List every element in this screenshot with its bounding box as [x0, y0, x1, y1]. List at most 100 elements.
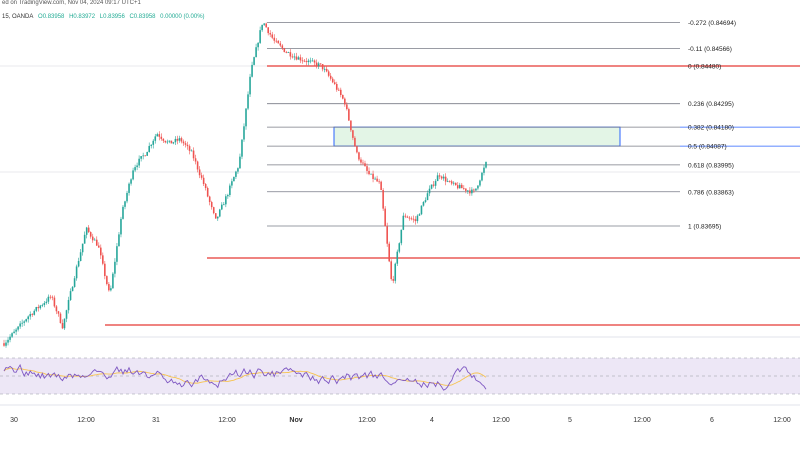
candle-body — [469, 190, 471, 194]
x-tick-label: 6 — [710, 417, 714, 424]
candle-body — [245, 108, 247, 127]
candle-body — [259, 30, 261, 43]
candle-body — [299, 57, 302, 61]
candle-body — [426, 193, 429, 201]
candle-body — [315, 62, 318, 67]
candle-body — [481, 172, 483, 181]
candle-body — [249, 76, 251, 95]
candle-body — [396, 251, 399, 264]
candle-body — [325, 68, 328, 72]
candle-body — [53, 297, 56, 307]
candle-body — [124, 201, 126, 207]
candle-body — [132, 170, 134, 180]
candle-body — [410, 218, 413, 220]
candle-body — [23, 321, 25, 323]
candle-body — [152, 140, 155, 145]
candle-body — [142, 155, 144, 157]
candle-body — [454, 182, 457, 186]
candle-body — [162, 138, 165, 141]
candle-body — [218, 209, 221, 217]
candle-body — [21, 322, 23, 324]
candle-body — [342, 95, 344, 99]
candle-body — [402, 215, 405, 230]
candle-body — [134, 167, 136, 171]
candle-body — [208, 196, 211, 203]
candle-body — [144, 155, 146, 157]
candle-body — [458, 184, 461, 189]
support-resistance-lines[interactable] — [0, 65, 800, 326]
candle-body — [241, 139, 243, 157]
x-tick-label: 12:00 — [492, 417, 510, 424]
candle-body — [408, 217, 411, 219]
candle-body — [200, 175, 203, 178]
candle-body — [430, 184, 433, 189]
candlestick-series — [3, 22, 487, 348]
candle-body — [9, 336, 11, 340]
candle-body — [104, 263, 106, 277]
x-tick-label: 12:00 — [77, 417, 95, 424]
candle-body — [15, 329, 17, 332]
candle-body — [257, 42, 259, 48]
candle-body — [77, 260, 80, 267]
symbol-info-line: 15, OANDA O0.83958 H0.83972 L0.83956 C0.… — [2, 14, 208, 20]
candle-body — [130, 179, 132, 184]
candle-body — [247, 94, 249, 109]
candle-body — [85, 227, 88, 235]
candle-body — [319, 63, 322, 65]
candle-body — [331, 78, 334, 83]
fib-zone-box[interactable] — [333, 126, 621, 147]
candle-body — [166, 141, 169, 143]
candle-body — [275, 40, 278, 42]
candle-body — [158, 134, 161, 137]
fib-label-8: 1 (0.83695) — [688, 224, 721, 231]
candle-body — [307, 60, 310, 63]
candle-body — [323, 68, 326, 70]
candle-body — [416, 215, 419, 222]
candle-body — [27, 316, 30, 320]
candle-body — [63, 318, 66, 329]
fib-label-0: -0.272 (0.84694) — [688, 20, 736, 27]
candle-body — [19, 323, 21, 327]
candle-body — [436, 175, 439, 182]
candle-body — [110, 288, 112, 291]
candle-body — [362, 162, 364, 164]
candle-body — [122, 206, 124, 219]
candle-body — [188, 146, 191, 151]
candle-body — [440, 176, 443, 179]
candle-body — [212, 207, 215, 214]
fib-label-7: 0.786 (0.83863) — [688, 189, 734, 196]
candle-body — [303, 60, 306, 62]
candle-body — [289, 52, 292, 57]
candle-body — [223, 204, 225, 206]
candle-body — [126, 192, 128, 202]
candle-body — [156, 134, 159, 137]
candle-body — [479, 180, 481, 186]
candle-body — [136, 165, 138, 168]
fibonacci-retracement[interactable]: -0.272 (0.84694) -0.11 (0.84566) 0 (0.8448… — [267, 20, 800, 231]
candle-body — [382, 190, 384, 209]
candle-body — [190, 150, 193, 152]
candle-body — [120, 218, 122, 235]
ohlc-open: O0.83958 — [38, 14, 65, 20]
candle-body — [335, 83, 338, 90]
candle-body — [313, 60, 316, 63]
candle-body — [11, 333, 13, 337]
candle-body — [400, 229, 403, 244]
candle-body — [376, 178, 378, 182]
symbol-label[interactable]: 15, OANDA — [2, 14, 34, 20]
candle-body — [65, 310, 68, 319]
candle-body — [358, 152, 360, 160]
candle-body — [61, 323, 64, 329]
candle-body — [460, 184, 463, 189]
candle-body — [216, 216, 219, 219]
x-tick-label: 30 — [10, 417, 18, 424]
fib-label-5: 0.5 (0.84087) — [688, 144, 727, 151]
candle-body — [7, 339, 9, 343]
candle-body — [112, 273, 114, 289]
candle-body — [414, 219, 417, 222]
candle-body — [448, 180, 451, 182]
candle-body — [281, 45, 284, 49]
candle-body — [83, 234, 86, 244]
candle-body — [204, 183, 207, 188]
